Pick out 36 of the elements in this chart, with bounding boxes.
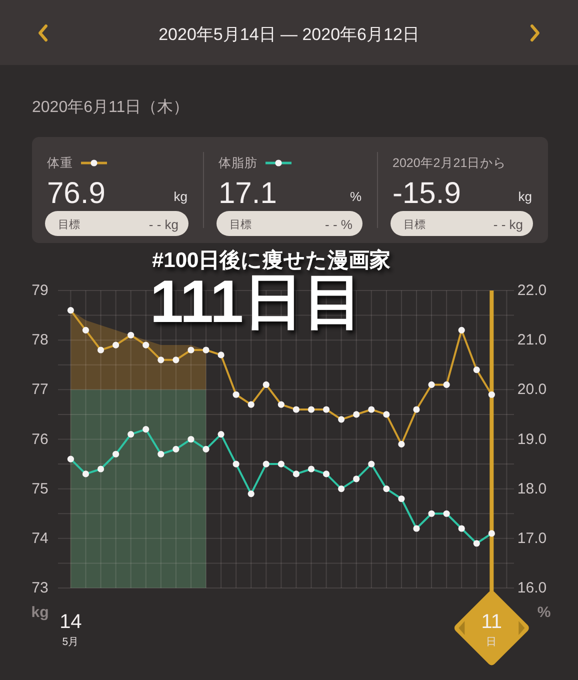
y2-tick-label: 16.0 bbox=[517, 580, 547, 596]
y2-tick-label: 22.0 bbox=[517, 282, 547, 299]
text: 目標 bbox=[58, 219, 80, 231]
y-tick-label: 78 bbox=[32, 332, 48, 349]
y2-tick-label: 18.0 bbox=[517, 480, 547, 498]
y-tick-label: 76 bbox=[32, 430, 48, 448]
text: 76.9 bbox=[47, 177, 106, 210]
text: 目標 bbox=[404, 219, 426, 231]
chart-title: 2020年5月14日 — 2020年6月12日 bbox=[158, 25, 420, 44]
text: 2020年2月21日から bbox=[392, 156, 506, 170]
chart-subtitle: 2020年6月11日（木） bbox=[32, 98, 190, 116]
text: kg bbox=[518, 189, 532, 204]
y2-tick-label: 21.0 bbox=[517, 332, 547, 349]
y-tick-label: 75 bbox=[32, 480, 48, 498]
legend-item: 体脂肪 bbox=[218, 156, 292, 170]
y-tick-label: 73 bbox=[32, 580, 48, 596]
text: 目標 bbox=[230, 219, 252, 231]
legend-label: 体脂肪 bbox=[218, 156, 258, 170]
legend-item: 体重 bbox=[47, 156, 107, 170]
legend-label: 体重 bbox=[47, 156, 73, 170]
text: - - kg bbox=[493, 217, 523, 232]
text: kg bbox=[174, 189, 188, 204]
y-tick-label: 77 bbox=[32, 381, 48, 398]
y2-tick-label: 19.0 bbox=[517, 430, 547, 448]
text: -15.9 bbox=[392, 177, 461, 210]
text: - - kg bbox=[148, 217, 178, 232]
y2-tick-label: 20.0 bbox=[517, 381, 547, 398]
y-tick-label: 74 bbox=[32, 530, 48, 547]
text: 17.1 bbox=[218, 177, 277, 210]
text: - - % bbox=[325, 217, 353, 232]
y2-tick-label: 17.0 bbox=[517, 530, 547, 547]
y2-axis-title: % bbox=[537, 604, 551, 621]
y-axis-title: kg bbox=[31, 604, 49, 621]
text: #100日後に痩せた漫画家 bbox=[152, 248, 391, 272]
y-tick-label: 79 bbox=[32, 282, 48, 299]
text: % bbox=[350, 189, 362, 204]
